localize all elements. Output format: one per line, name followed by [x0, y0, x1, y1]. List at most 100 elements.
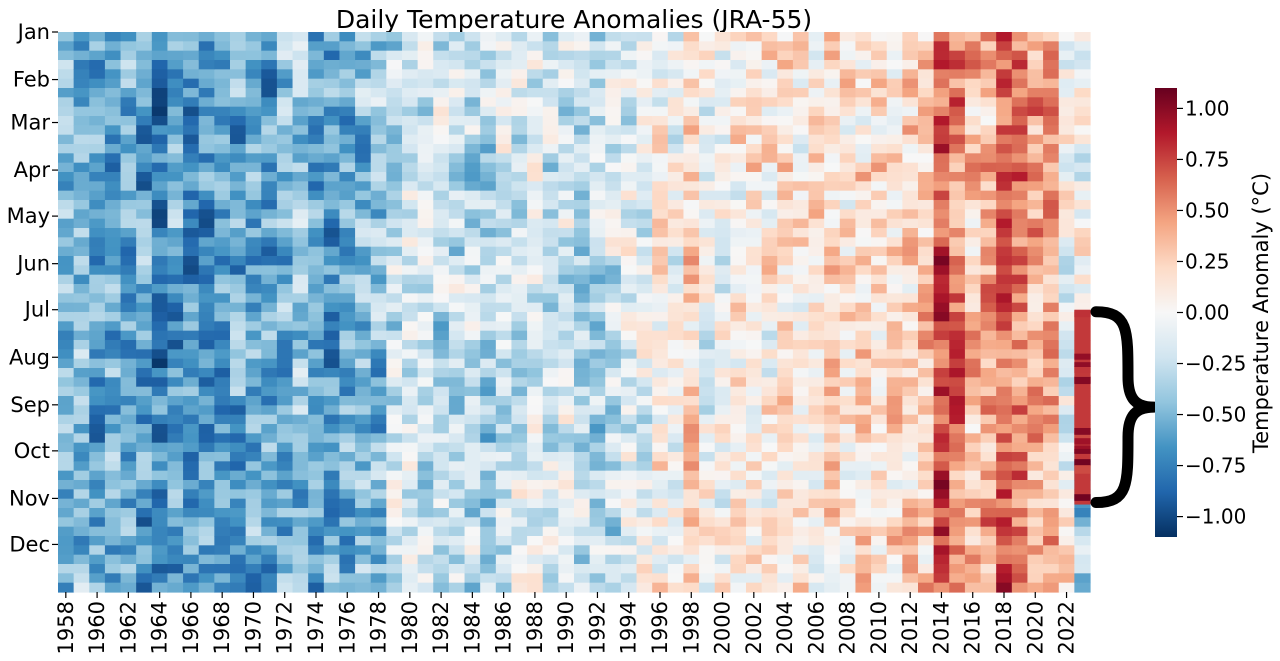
heatmap-cell — [1043, 368, 1060, 378]
heatmap-cell — [996, 573, 1013, 584]
x-tick-label: 1970 — [241, 601, 265, 654]
heatmap-cell — [918, 69, 935, 80]
heatmap-cell — [386, 284, 403, 294]
heatmap-cell — [933, 125, 950, 136]
heatmap-cell — [1043, 50, 1060, 61]
heatmap-cell — [605, 414, 622, 425]
heatmap-cell — [683, 41, 700, 52]
heatmap-cell — [683, 545, 700, 556]
heatmap-cell — [120, 209, 137, 220]
heatmap-cell — [589, 489, 606, 500]
heatmap-cell — [214, 200, 231, 210]
heatmap-cell — [58, 582, 75, 593]
heatmap-cell — [292, 433, 309, 444]
heatmap-cell — [777, 321, 794, 332]
heatmap-cell — [370, 564, 387, 574]
heatmap-cell — [276, 312, 294, 322]
heatmap-cell — [792, 228, 810, 238]
heatmap-cell — [558, 106, 575, 117]
heatmap-cell — [292, 153, 309, 164]
heatmap-cell — [761, 302, 778, 313]
heatmap-cell — [855, 69, 872, 80]
heatmap-cell — [933, 134, 950, 145]
heatmap-cell — [542, 330, 559, 341]
heatmap-cell — [1058, 60, 1075, 70]
heatmap-cell — [980, 358, 997, 369]
heatmap-cell — [1011, 386, 1029, 397]
heatmap-cells — [58, 32, 1091, 593]
heatmap-cell — [339, 358, 356, 369]
heatmap-cell — [355, 480, 372, 490]
heatmap-cell — [886, 536, 903, 546]
heatmap-cell — [636, 106, 653, 117]
heatmap-cell — [746, 172, 763, 182]
heatmap-cell — [89, 452, 106, 462]
heatmap-cell — [855, 153, 872, 164]
heatmap-cell — [620, 508, 638, 518]
heatmap-cell — [1058, 508, 1075, 518]
heatmap-cell — [104, 554, 122, 565]
heatmap-cell — [480, 340, 497, 350]
heatmap-cell — [683, 265, 700, 276]
heatmap-cell — [996, 125, 1013, 136]
heatmap-cell — [151, 200, 169, 210]
heatmap-cell — [980, 330, 997, 341]
highlight-streak — [1074, 376, 1091, 385]
heatmap-cell — [996, 181, 1013, 192]
heatmap-cell — [730, 60, 747, 70]
heatmap-cell — [527, 237, 544, 248]
heatmap-cell — [1011, 340, 1029, 350]
heatmap-cell — [58, 480, 75, 490]
heatmap-cell — [855, 237, 872, 248]
heatmap-cell — [433, 41, 450, 52]
heatmap-cell — [183, 545, 200, 556]
heatmap-cell — [370, 508, 387, 518]
heatmap-cell — [589, 349, 606, 360]
heatmap-cell — [871, 321, 888, 332]
heatmap-cell — [1043, 461, 1060, 472]
heatmap-cell — [417, 396, 434, 406]
heatmap-cell — [746, 461, 763, 472]
heatmap-cell — [839, 312, 857, 322]
heatmap-cell — [245, 237, 262, 248]
heatmap-cell — [605, 349, 622, 360]
heatmap-cell — [183, 97, 200, 108]
heatmap-cell — [198, 414, 215, 425]
heatmap-cell — [433, 573, 450, 584]
heatmap-cell — [120, 573, 137, 584]
heatmap-cell — [167, 396, 184, 406]
heatmap-cell — [448, 452, 466, 462]
heatmap-cell — [683, 69, 700, 80]
heatmap-cell — [464, 60, 481, 70]
heatmap-cell — [308, 69, 325, 80]
heatmap-cell — [667, 489, 685, 500]
heatmap-cell — [1027, 116, 1044, 126]
heatmap-cell — [667, 228, 685, 238]
heatmap-cell — [386, 545, 403, 556]
heatmap-cell — [683, 50, 700, 61]
heatmap-cell — [136, 321, 153, 332]
heatmap-cell — [198, 125, 215, 136]
heatmap-cell — [886, 209, 903, 220]
heatmap-cell — [699, 573, 716, 584]
heatmap-cell — [636, 470, 653, 481]
heatmap-cell — [636, 498, 653, 509]
heatmap-cell — [323, 228, 341, 238]
heatmap-cell — [433, 330, 450, 341]
heatmap-cell — [996, 526, 1013, 537]
heatmap-cell — [167, 134, 184, 145]
heatmap-cell — [1058, 256, 1075, 266]
heatmap-cell — [151, 442, 169, 453]
heatmap-cell — [370, 60, 387, 70]
heatmap-cell — [230, 424, 247, 434]
heatmap-cell — [730, 433, 747, 444]
heatmap-cell — [370, 181, 387, 192]
heatmap-cell — [480, 573, 497, 584]
heatmap-cell — [605, 153, 622, 164]
heatmap-cell — [1043, 237, 1060, 248]
heatmap-cell — [855, 97, 872, 108]
heatmap-cell — [245, 106, 262, 117]
heatmap-cell — [730, 312, 747, 322]
heatmap-cell — [574, 386, 591, 397]
heatmap-cell — [871, 470, 888, 481]
